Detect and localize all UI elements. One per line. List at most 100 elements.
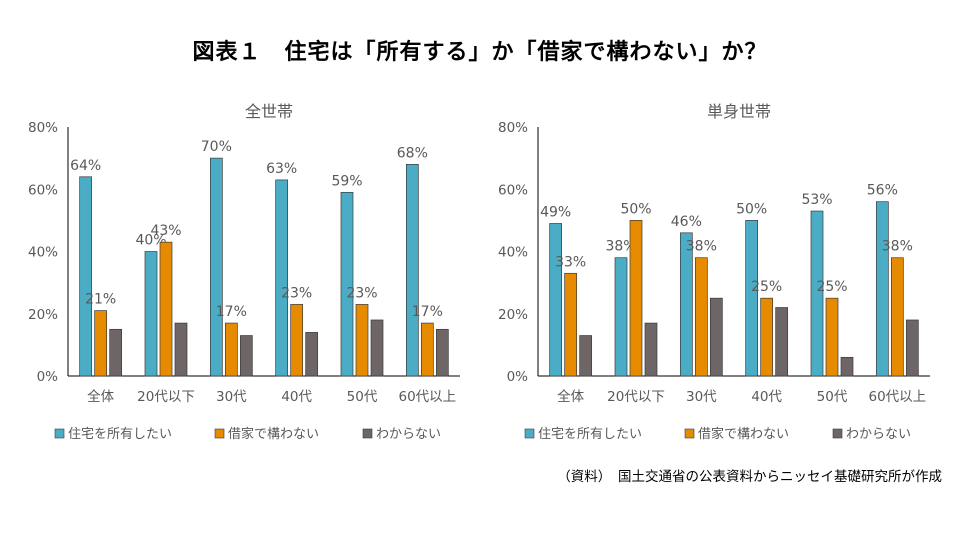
x-tick-label: 40代 bbox=[281, 389, 312, 405]
bar-rent bbox=[420, 322, 434, 377]
bar-rent bbox=[159, 241, 173, 377]
bar-unknown bbox=[370, 319, 384, 377]
bar-unknown bbox=[305, 332, 319, 377]
x-tick-label: 50代 bbox=[347, 389, 378, 405]
source-note: （資料） 国土交通省の公表資料からニッセイ基礎研究所が作成 bbox=[557, 469, 942, 485]
legend-label-rent: 借家で構わない bbox=[228, 426, 319, 442]
data-label-rent: 38% bbox=[882, 239, 913, 255]
legend-swatch-unknown bbox=[832, 428, 843, 439]
data-label-own: 59% bbox=[331, 173, 362, 189]
data-label-rent: 17% bbox=[216, 304, 247, 320]
bar-unknown bbox=[840, 356, 854, 377]
chart-all-households: 全世帯0%20%40%60%80%64%21%全体40%43%20代以下70%1… bbox=[28, 102, 460, 442]
bar-unknown bbox=[239, 335, 253, 377]
bar-own bbox=[405, 163, 419, 377]
x-tick-label: 60代以上 bbox=[398, 389, 456, 405]
legend-label-unknown: わからない bbox=[846, 427, 911, 442]
bar-rent bbox=[890, 257, 904, 377]
data-label-own: 63% bbox=[266, 161, 297, 177]
x-tick-label: 20代以下 bbox=[607, 389, 665, 405]
bar-unknown bbox=[579, 335, 593, 377]
y-tick-label: 0% bbox=[507, 369, 529, 385]
data-label-own: 68% bbox=[397, 145, 428, 161]
bar-rent bbox=[355, 304, 369, 377]
bar-own bbox=[745, 220, 759, 377]
bar-rent bbox=[94, 310, 108, 377]
data-label-own: 53% bbox=[801, 192, 832, 208]
bar-own bbox=[79, 176, 93, 377]
main-title: 図表１ 住宅は「所有する」か「借家で構わない」か？ bbox=[192, 40, 768, 65]
y-tick-label: 60% bbox=[498, 182, 528, 198]
x-tick-label: 40代 bbox=[751, 389, 782, 405]
bar-own bbox=[340, 192, 354, 377]
x-tick-label: 60代以上 bbox=[868, 389, 926, 405]
chart-title: 単身世帯 bbox=[707, 102, 771, 121]
data-label-rent: 50% bbox=[620, 201, 651, 217]
x-tick-label: 30代 bbox=[686, 389, 717, 405]
bar-rent bbox=[760, 297, 774, 377]
bar-rent bbox=[629, 220, 643, 377]
data-label-rent: 23% bbox=[346, 285, 377, 301]
data-label-own: 64% bbox=[70, 158, 101, 174]
data-label-rent: 33% bbox=[555, 254, 586, 270]
data-label-rent: 38% bbox=[686, 239, 717, 255]
data-label-own: 56% bbox=[867, 183, 898, 199]
data-label-rent: 17% bbox=[412, 304, 443, 320]
legend-label-unknown: わからない bbox=[376, 427, 441, 442]
bar-own bbox=[549, 223, 563, 377]
bar-unknown bbox=[905, 319, 919, 377]
data-label-own: 70% bbox=[201, 139, 232, 155]
legend-swatch-own bbox=[524, 428, 535, 439]
legend-swatch-rent bbox=[684, 428, 695, 439]
data-label-rent: 21% bbox=[85, 292, 116, 308]
x-tick-label: 30代 bbox=[216, 389, 247, 405]
legend-swatch-own bbox=[54, 428, 65, 439]
bar-own bbox=[810, 210, 824, 377]
chart-single-households: 単身世帯 0% 20% 40% 60% 80% 49% 33% 全体 38% 50% 20代以下 46%… bbox=[498, 102, 930, 442]
legend-swatch-rent bbox=[214, 428, 225, 439]
bar-rent bbox=[224, 322, 238, 377]
y-tick-label: 40% bbox=[28, 245, 58, 261]
bar-rent bbox=[290, 304, 304, 377]
bar-own bbox=[875, 201, 889, 377]
data-label-rent: 23% bbox=[281, 285, 312, 301]
bar-unknown bbox=[775, 307, 789, 377]
legend-label-own: 住宅を所有したい bbox=[538, 427, 642, 442]
data-label-rent: 25% bbox=[751, 279, 782, 295]
data-label-own: 50% bbox=[736, 201, 767, 217]
bar-rent bbox=[825, 297, 839, 377]
bar-rent bbox=[564, 272, 578, 377]
y-tick-label: 20% bbox=[28, 307, 58, 323]
bar-rent bbox=[694, 257, 708, 377]
x-tick-label: 全体 bbox=[557, 388, 584, 405]
legend-label-own: 住宅を所有したい bbox=[68, 427, 172, 442]
legend-swatch-unknown bbox=[362, 428, 373, 439]
bar-own bbox=[144, 251, 158, 377]
y-tick-label: 80% bbox=[498, 120, 528, 136]
data-label-rent: 43% bbox=[150, 223, 181, 239]
data-label-rent: 25% bbox=[816, 279, 847, 295]
bar-unknown bbox=[709, 297, 723, 377]
bar-own bbox=[679, 232, 693, 377]
y-tick-label: 80% bbox=[28, 120, 58, 136]
chart-title: 全世帯 bbox=[245, 102, 293, 121]
bar-unknown bbox=[109, 328, 123, 377]
y-tick-label: 60% bbox=[28, 182, 58, 198]
x-tick-label: 20代以下 bbox=[137, 389, 195, 405]
x-tick-label: 50代 bbox=[817, 389, 848, 405]
data-label-own: 46% bbox=[671, 214, 702, 230]
y-tick-label: 40% bbox=[498, 245, 528, 261]
data-label-own: 40% bbox=[135, 233, 166, 249]
bar-own bbox=[209, 157, 223, 377]
y-tick-label: 0% bbox=[37, 369, 59, 385]
bar-own bbox=[614, 257, 628, 377]
legend-label-rent: 借家で構わない bbox=[698, 426, 789, 442]
y-tick-label: 20% bbox=[498, 307, 528, 323]
bar-own bbox=[275, 179, 289, 377]
bar-unknown bbox=[435, 328, 449, 377]
bar-unknown bbox=[174, 322, 188, 377]
data-label-own: 38% bbox=[605, 239, 636, 255]
x-tick-label: 全体 bbox=[87, 388, 114, 405]
data-label-own: 49% bbox=[540, 204, 571, 220]
bar-unknown bbox=[644, 322, 658, 377]
